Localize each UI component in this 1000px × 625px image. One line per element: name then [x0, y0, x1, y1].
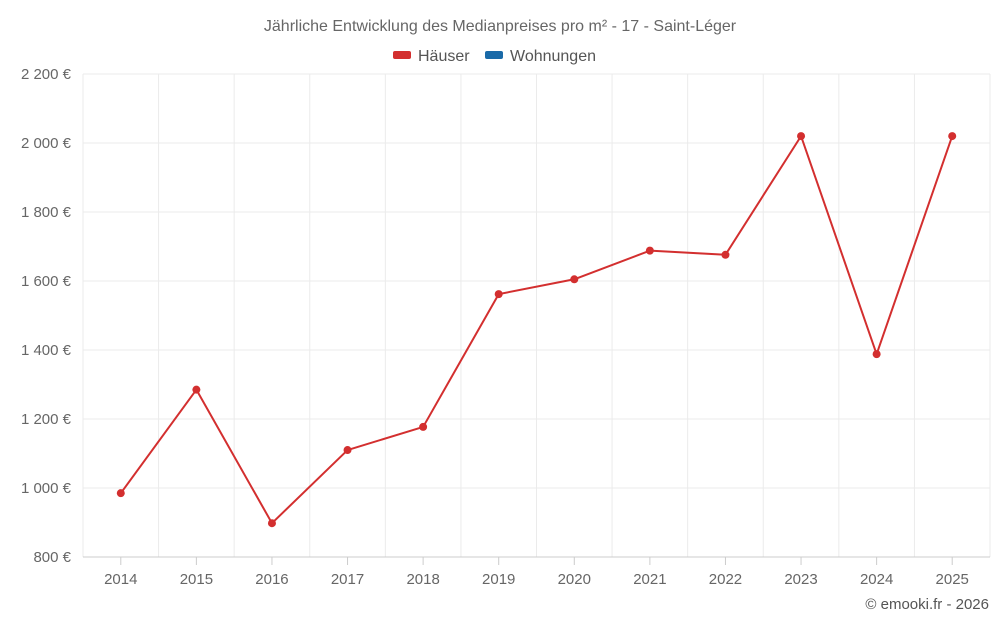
- y-tick-label: 1 200 €: [21, 411, 72, 428]
- x-tick-label: 2021: [633, 571, 666, 588]
- x-tick-label: 2019: [482, 571, 515, 588]
- x-tick-label: 2018: [406, 571, 439, 588]
- legend-swatch-haeuser: [393, 51, 411, 59]
- x-tick-label: 2024: [860, 571, 893, 588]
- data-point-2021[interactable]: [645, 246, 654, 255]
- data-point-2015[interactable]: [192, 385, 201, 394]
- legend: Häuser Wohnungen: [393, 48, 596, 65]
- y-tick-label: 2 000 €: [21, 135, 72, 152]
- x-tick-label: 2022: [709, 571, 742, 588]
- series-haeuser: [116, 132, 957, 528]
- y-tick-label: 1 600 €: [21, 273, 72, 290]
- series-line-haeuser: [119, 135, 954, 525]
- x-tick-label: 2025: [936, 571, 969, 588]
- data-point-2018[interactable]: [419, 422, 428, 431]
- data-point-2020[interactable]: [570, 275, 579, 284]
- legend-item-wohnungen[interactable]: Wohnungen: [485, 48, 596, 65]
- y-tick-label: 800 €: [33, 549, 71, 566]
- chart-title: Jährliche Entwicklung des Medianpreises …: [264, 18, 737, 35]
- legend-label-wohnungen: Wohnungen: [510, 48, 596, 65]
- legend-item-haeuser[interactable]: Häuser: [393, 48, 470, 65]
- x-tick-label: 2020: [558, 571, 591, 588]
- data-point-2019[interactable]: [494, 290, 503, 299]
- x-axis: 2014 2015 2016 2017 2018 2019 2020 2021 2022 2023…: [83, 556, 990, 588]
- x-tick-label: 2015: [180, 571, 213, 588]
- data-point-2016[interactable]: [267, 519, 276, 528]
- data-point-2024[interactable]: [872, 350, 881, 359]
- data-point-2022[interactable]: [721, 250, 730, 259]
- y-tick-label: 1 000 €: [21, 480, 72, 497]
- data-point-2025[interactable]: [948, 132, 957, 141]
- legend-label-haeuser: Häuser: [418, 48, 470, 65]
- y-tick-label: 1 800 €: [21, 204, 72, 221]
- x-tick-label: 2023: [784, 571, 817, 588]
- grid: [82, 73, 991, 557]
- data-point-2014[interactable]: [116, 489, 125, 498]
- data-point-2023[interactable]: [797, 132, 806, 141]
- y-tick-label: 2 200 €: [21, 66, 72, 83]
- y-axis: 800 € 1 000 € 1 200 € 1 400 € 1 600 € 1 800 €…: [21, 66, 72, 566]
- x-tick-label: 2016: [255, 571, 288, 588]
- legend-swatch-wohnungen: [485, 51, 503, 59]
- x-tick-label: 2017: [331, 571, 364, 588]
- y-tick-label: 1 400 €: [21, 342, 72, 359]
- data-point-2017[interactable]: [343, 446, 352, 455]
- x-tick-label: 2014: [104, 571, 137, 588]
- credit-label: © emooki.fr - 2026: [865, 596, 989, 613]
